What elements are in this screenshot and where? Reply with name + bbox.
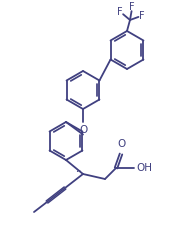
Text: F: F [117,7,123,17]
Text: OH: OH [136,163,152,173]
Text: ••: •• [75,168,81,173]
Text: F: F [129,2,135,12]
Text: O: O [117,139,125,149]
Text: F: F [139,11,145,21]
Text: O: O [79,125,87,135]
